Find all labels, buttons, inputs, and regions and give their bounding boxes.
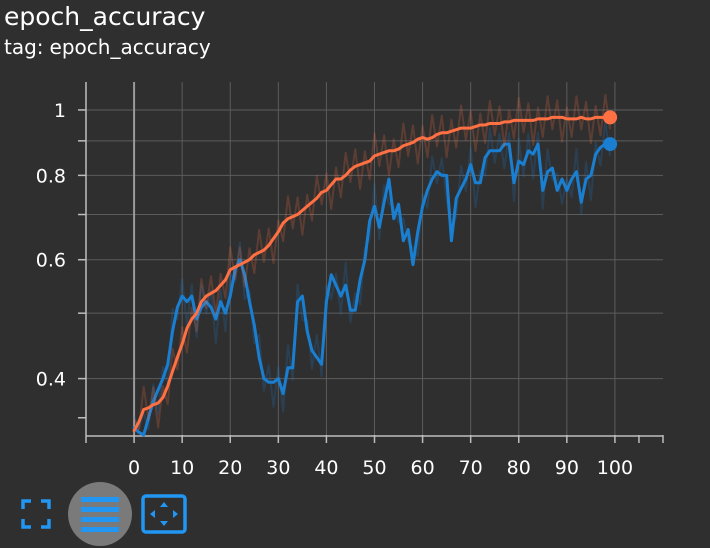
x-tick-label-20: 20: [218, 457, 242, 479]
series-0-line: [132, 142, 612, 437]
fit-domain-button[interactable]: [138, 490, 190, 538]
x-tick-label-10: 10: [170, 457, 194, 479]
x-tick-label-60: 60: [410, 457, 434, 479]
fullscreen-icon: [21, 499, 51, 529]
x-tick-label-0: 0: [128, 457, 140, 479]
series-1-line: [132, 115, 612, 433]
x-tick-label-90: 90: [555, 457, 579, 479]
x-tick-label-80: 80: [507, 457, 531, 479]
series-1-raw-line: [133, 93, 612, 431]
x-tick-label-100: 100: [597, 457, 633, 479]
chart-title: epoch_accuracy: [4, 2, 206, 31]
x-tick-label-40: 40: [314, 457, 338, 479]
y-tick-label-1: 1: [54, 100, 66, 122]
tag-prefix: tag:: [4, 35, 44, 59]
y-tick-label-0.6: 0.6: [36, 250, 66, 272]
series-1-last-point: [603, 110, 618, 125]
x-tick-label-30: 30: [266, 457, 290, 479]
chart-tag: tag: epoch_accuracy: [4, 34, 211, 60]
series-0-raw-line: [133, 120, 612, 431]
y-tick-label-0.8: 0.8: [36, 165, 66, 187]
x-tick-label-70: 70: [459, 457, 483, 479]
y-tick-label-0.4: 0.4: [36, 369, 66, 391]
x-tick-label-50: 50: [362, 457, 386, 479]
log-scale-toggle-button[interactable]: [68, 482, 132, 546]
series-0-last-point: [603, 137, 618, 152]
tag-value: epoch_accuracy: [49, 35, 211, 59]
fit-domain-icon: [141, 494, 187, 534]
fullscreen-button[interactable]: [14, 492, 58, 536]
list-lines-icon: [81, 497, 119, 532]
